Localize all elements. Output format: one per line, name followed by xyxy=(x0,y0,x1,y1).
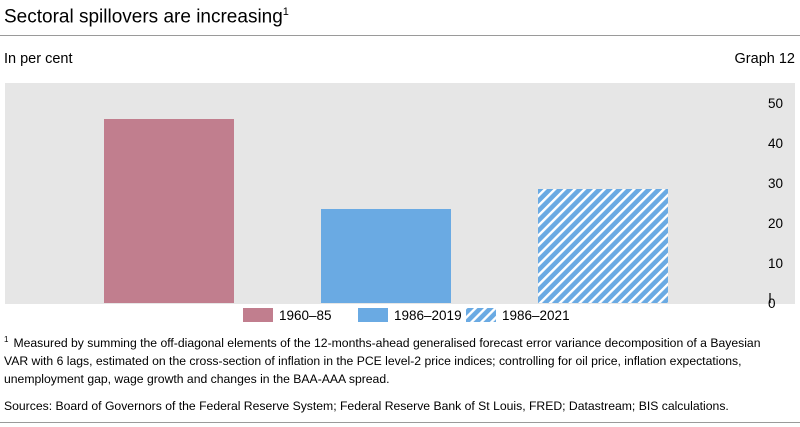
graph-number: Graph 12 xyxy=(734,51,795,67)
chart-title-text: Sectoral spillovers are increasing xyxy=(4,6,283,28)
top-rule xyxy=(0,35,800,36)
legend-swatch-2 xyxy=(358,308,388,322)
y-tick-label: 10 xyxy=(768,256,783,271)
bar-3 xyxy=(538,189,668,303)
unit-label: In per cent xyxy=(4,51,73,67)
legend-label-3: 1986–2021 xyxy=(502,308,570,323)
footnote: 1 Measured by summing the off-diagonal el… xyxy=(4,331,796,388)
y-tick-label: 20 xyxy=(768,216,783,231)
footnote-line-3: unemployment gap, wage growth and change… xyxy=(4,372,390,387)
footnote-marker: 1 xyxy=(4,335,9,344)
bar-2 xyxy=(321,209,451,303)
sources-note: Sources: Board of Governors of the Feder… xyxy=(4,399,729,413)
bar-1 xyxy=(104,119,234,303)
legend-label-2: 1986–2019 xyxy=(394,308,462,323)
chart-title: Sectoral spillovers are increasing1 xyxy=(4,6,289,28)
y-tick-label: 40 xyxy=(768,136,783,151)
footnote-line-2: VAR with 6 lags, estimated on the cross-… xyxy=(4,354,742,369)
footnote-line-1: 1 Measured by summing the off-diagonal el… xyxy=(4,335,761,351)
y-tick-label: 0 xyxy=(768,296,776,311)
y-tick-label: 30 xyxy=(768,176,783,191)
title-footnote-marker: 1 xyxy=(282,6,289,18)
bar-chart: 0 10 20 30 40 50 1960–85 1986–2019 1986–2021 xyxy=(5,83,795,323)
legend-swatch-1 xyxy=(243,308,273,322)
y-tick-label: 50 xyxy=(768,96,783,111)
legend-label-1: 1960–85 xyxy=(279,308,332,323)
bottom-rule xyxy=(0,422,800,423)
legend-swatch-3 xyxy=(466,308,496,322)
